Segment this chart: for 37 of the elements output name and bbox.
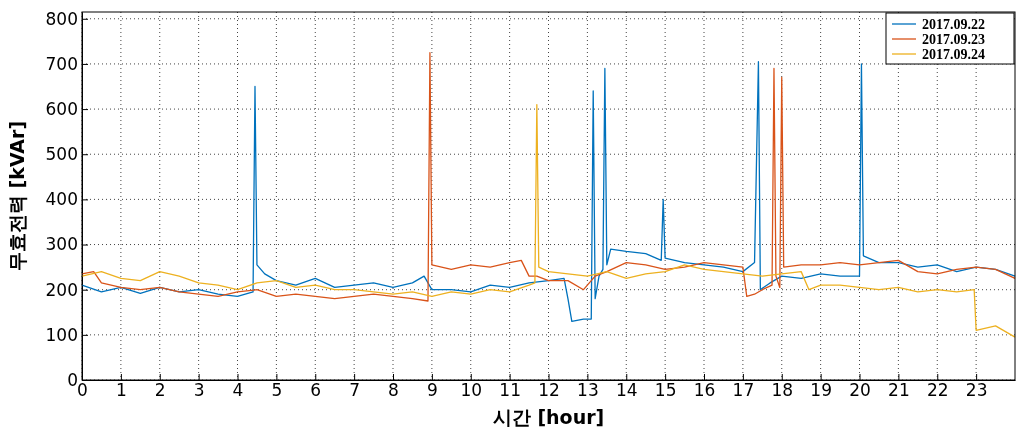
y-axis-title: 무효전력 [kVAr] xyxy=(6,120,28,272)
legend-label: 2017.09.22 xyxy=(922,17,985,32)
y-tick-label: 300 xyxy=(45,234,78,255)
y-tick-label: 700 xyxy=(45,53,78,74)
x-tick-label: 9 xyxy=(426,380,438,401)
x-tick-label: 17 xyxy=(732,380,755,401)
legend-label: 2017.09.24 xyxy=(922,47,985,62)
y-tick-label: 200 xyxy=(45,279,78,300)
x-tick-label: 12 xyxy=(538,380,560,401)
y-tick-label: 400 xyxy=(45,189,78,210)
x-tick-label: 21 xyxy=(888,380,910,401)
y-tick-label: 800 xyxy=(45,8,78,29)
x-tick-label: 14 xyxy=(615,380,638,401)
x-tick-label: 8 xyxy=(388,380,399,401)
x-tick-label: 22 xyxy=(926,380,949,401)
x-tick-label: 18 xyxy=(771,380,794,401)
line-series xyxy=(81,103,1016,338)
x-tick-label: 10 xyxy=(460,380,483,401)
legend-label: 2017.09.23 xyxy=(922,32,985,47)
x-tick-label: 1 xyxy=(115,380,127,401)
x-axis-title: 시간 [hour] xyxy=(492,406,605,428)
y-tick-label: 600 xyxy=(45,99,78,120)
y-tick-label: 500 xyxy=(45,144,78,165)
x-tick-label: 2 xyxy=(154,380,166,401)
x-tick-label: 13 xyxy=(577,380,599,401)
x-tick-label: 4 xyxy=(232,380,244,401)
y-tick-label: 100 xyxy=(45,324,78,345)
x-tick-label: 16 xyxy=(693,380,716,401)
x-tick-label: 5 xyxy=(271,380,283,401)
x-tick-label: 7 xyxy=(349,380,361,401)
x-tick-label: 23 xyxy=(965,380,988,401)
x-tick-label: 15 xyxy=(654,380,677,401)
x-tick-label: 6 xyxy=(310,380,322,401)
x-tick-label: 3 xyxy=(193,380,205,401)
x-tick-label: 11 xyxy=(499,380,521,401)
x-tick-label: 20 xyxy=(849,380,871,401)
x-tick-label: 19 xyxy=(810,380,832,401)
